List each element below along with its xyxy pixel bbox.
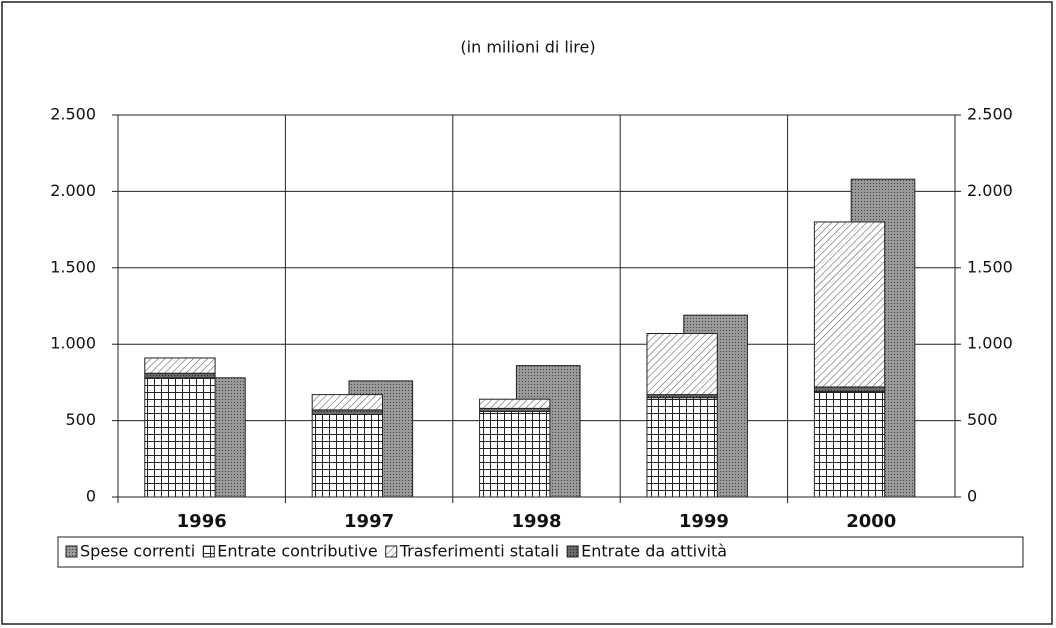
legend-swatch	[65, 545, 78, 558]
bar	[311, 394, 383, 411]
y-tick-label: 500	[65, 410, 96, 429]
y-tick-label: 2.500	[50, 105, 96, 124]
x-tick-label: 2000	[846, 511, 896, 532]
legend-label: Entrate da attività	[581, 542, 727, 561]
legend-label: Entrate contributive	[217, 542, 377, 561]
bar	[479, 410, 551, 498]
y2-tick-label: 1.500	[967, 257, 1013, 276]
x-tick-label: 1996	[177, 511, 227, 532]
y2-tick-label: 2.500	[967, 105, 1013, 124]
chart-title: (in milioni di lire)	[460, 38, 595, 57]
y2-tick-label: 2.000	[967, 181, 1013, 200]
bar	[479, 398, 551, 409]
y-tick-label: 1.500	[50, 257, 96, 276]
bar	[813, 221, 886, 388]
x-tick-label: 1998	[511, 511, 561, 532]
y2-tick-label: 500	[967, 410, 998, 429]
y2-tick-label: 0	[967, 487, 977, 506]
bar	[144, 357, 216, 374]
y2-tick-label: 1.000	[967, 334, 1013, 353]
legend-box	[57, 536, 1024, 568]
legend-swatch	[202, 545, 215, 558]
bar	[813, 391, 886, 498]
y-tick-label: 1.000	[50, 334, 96, 353]
legend-label: Trasferimenti statali	[399, 542, 559, 561]
y-tick-label: 2.000	[50, 181, 96, 200]
x-tick-label: 1997	[344, 511, 394, 532]
bar	[813, 386, 886, 393]
bar	[144, 372, 216, 379]
legend-label: Spese correnti	[80, 542, 195, 561]
x-tick-label: 1999	[679, 511, 729, 532]
bar	[646, 397, 718, 498]
y-tick-label: 0	[86, 487, 96, 506]
bar	[646, 333, 718, 396]
bar	[311, 413, 383, 498]
bar	[144, 377, 216, 498]
legend-swatch	[566, 545, 579, 558]
legend-swatch	[385, 545, 398, 558]
bar	[311, 409, 383, 415]
